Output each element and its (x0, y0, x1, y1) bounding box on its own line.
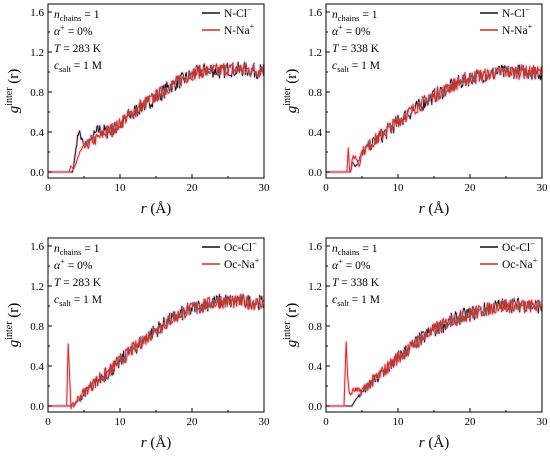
series-line-anion (48, 293, 265, 407)
series-halo (47, 62, 266, 174)
chart-panel-a: 0 10 20 30 0.0 0.4 0.8 1.2 1.6 r (Å) ginter (r) nch… (4, 3, 271, 217)
annotation-4: csalt = 1 M (54, 294, 102, 308)
chart-panel-c: 0 10 20 30 0.0 0.4 0.8 1.2 1.6 r (Å) ginter (r) nch… (4, 237, 271, 451)
annotation-3: T = 283 K (54, 277, 102, 289)
x-axis-label: r (Å) (141, 435, 171, 451)
annotation-2: α+ = 0% (332, 22, 371, 38)
series-halo (47, 60, 266, 174)
legend-label-cation: N-Na+ (502, 21, 533, 37)
annotation-1: nchains = 1 (332, 243, 378, 257)
y-tick-label: 0.4 (308, 127, 322, 139)
legend-label-anion: Oc-Cl− (224, 238, 257, 254)
x-tick-label: 20 (187, 416, 199, 428)
y-tick-label: 1.6 (30, 241, 44, 253)
annotation-3: T = 338 K (332, 43, 380, 55)
legend-label-anion: Oc-Cl− (502, 238, 535, 254)
x-tick-label: 30 (537, 416, 549, 428)
y-axis-label: ginter (r) (4, 303, 22, 348)
y-tick-label: 0.8 (308, 87, 322, 99)
x-tick-label: 10 (393, 416, 405, 428)
x-axis-label: r (Å) (419, 435, 449, 451)
x-tick-label: 20 (187, 182, 199, 194)
x-tick-label: 30 (537, 182, 549, 194)
series-line-cation (326, 298, 543, 407)
y-tick-label: 1.2 (308, 47, 322, 59)
x-tick-label: 30 (259, 182, 271, 194)
x-tick-label: 0 (45, 182, 51, 194)
y-tick-label: 0.0 (308, 401, 322, 413)
legend-label-anion: N-Cl− (502, 4, 530, 20)
series-line-cation (48, 63, 265, 173)
series-halo (47, 294, 266, 411)
x-tick-label: 10 (115, 182, 127, 194)
series-line-anion (48, 61, 265, 173)
annotation-2: α+ = 0% (54, 22, 93, 38)
annotation-1: nchains = 1 (54, 9, 100, 23)
x-tick-label: 0 (45, 416, 51, 428)
x-axis-label: r (Å) (141, 201, 171, 217)
x-tick-label: 30 (259, 416, 271, 428)
series-line-cation (48, 295, 265, 410)
annotation-4: csalt = 1 M (332, 294, 380, 308)
x-tick-label: 10 (115, 416, 127, 428)
x-tick-label: 10 (393, 182, 405, 194)
annotation-3: T = 283 K (54, 43, 102, 55)
series-halo (325, 63, 544, 174)
y-tick-label: 1.6 (308, 7, 322, 19)
annotation-2: α+ = 0% (332, 256, 371, 272)
y-axis-label: ginter (r) (4, 69, 22, 114)
x-axis-label: r (Å) (419, 201, 449, 217)
annotation-4: csalt = 1 M (54, 60, 102, 74)
y-tick-label: 0.0 (30, 401, 44, 413)
y-tick-label: 1.6 (30, 7, 44, 19)
y-tick-label: 1.2 (30, 47, 44, 59)
y-axis-label: ginter (r) (282, 303, 300, 348)
y-tick-label: 0.0 (308, 167, 322, 179)
legend-label-anion: N-Cl− (224, 4, 252, 20)
legend-label-cation: Oc-Na+ (224, 255, 260, 271)
series-halo (47, 292, 266, 408)
y-tick-label: 0.0 (30, 167, 44, 179)
series-line-cation (326, 64, 543, 173)
x-tick-label: 0 (323, 182, 329, 194)
y-tick-label: 0.8 (308, 321, 322, 333)
y-tick-label: 1.2 (308, 281, 322, 293)
annotation-1: nchains = 1 (54, 243, 100, 257)
annotation-1: nchains = 1 (332, 9, 378, 23)
x-tick-label: 20 (465, 182, 477, 194)
annotation-2: α+ = 0% (54, 256, 93, 272)
x-tick-label: 20 (465, 416, 477, 428)
legend-label-cation: N-Na+ (224, 21, 255, 37)
legend-label-cation: Oc-Na+ (502, 255, 538, 271)
y-tick-label: 0.4 (308, 361, 322, 373)
y-tick-label: 1.6 (308, 241, 322, 253)
annotation-3: T = 338 K (332, 277, 380, 289)
x-tick-label: 0 (323, 416, 329, 428)
y-axis-label: ginter (r) (282, 69, 300, 114)
annotation-4: csalt = 1 M (332, 60, 380, 74)
y-tick-label: 0.4 (30, 361, 44, 373)
chart-panel-b: 0 10 20 30 0.0 0.4 0.8 1.2 1.6 r (Å) ginter (r) nch… (282, 3, 549, 217)
y-tick-label: 0.8 (30, 321, 44, 333)
y-tick-label: 0.4 (30, 127, 44, 139)
chart-panel-d: 0 10 20 30 0.0 0.4 0.8 1.2 1.6 r (Å) ginter (r) nch… (282, 237, 549, 451)
y-tick-label: 0.8 (30, 87, 44, 99)
y-tick-label: 1.2 (30, 281, 44, 293)
